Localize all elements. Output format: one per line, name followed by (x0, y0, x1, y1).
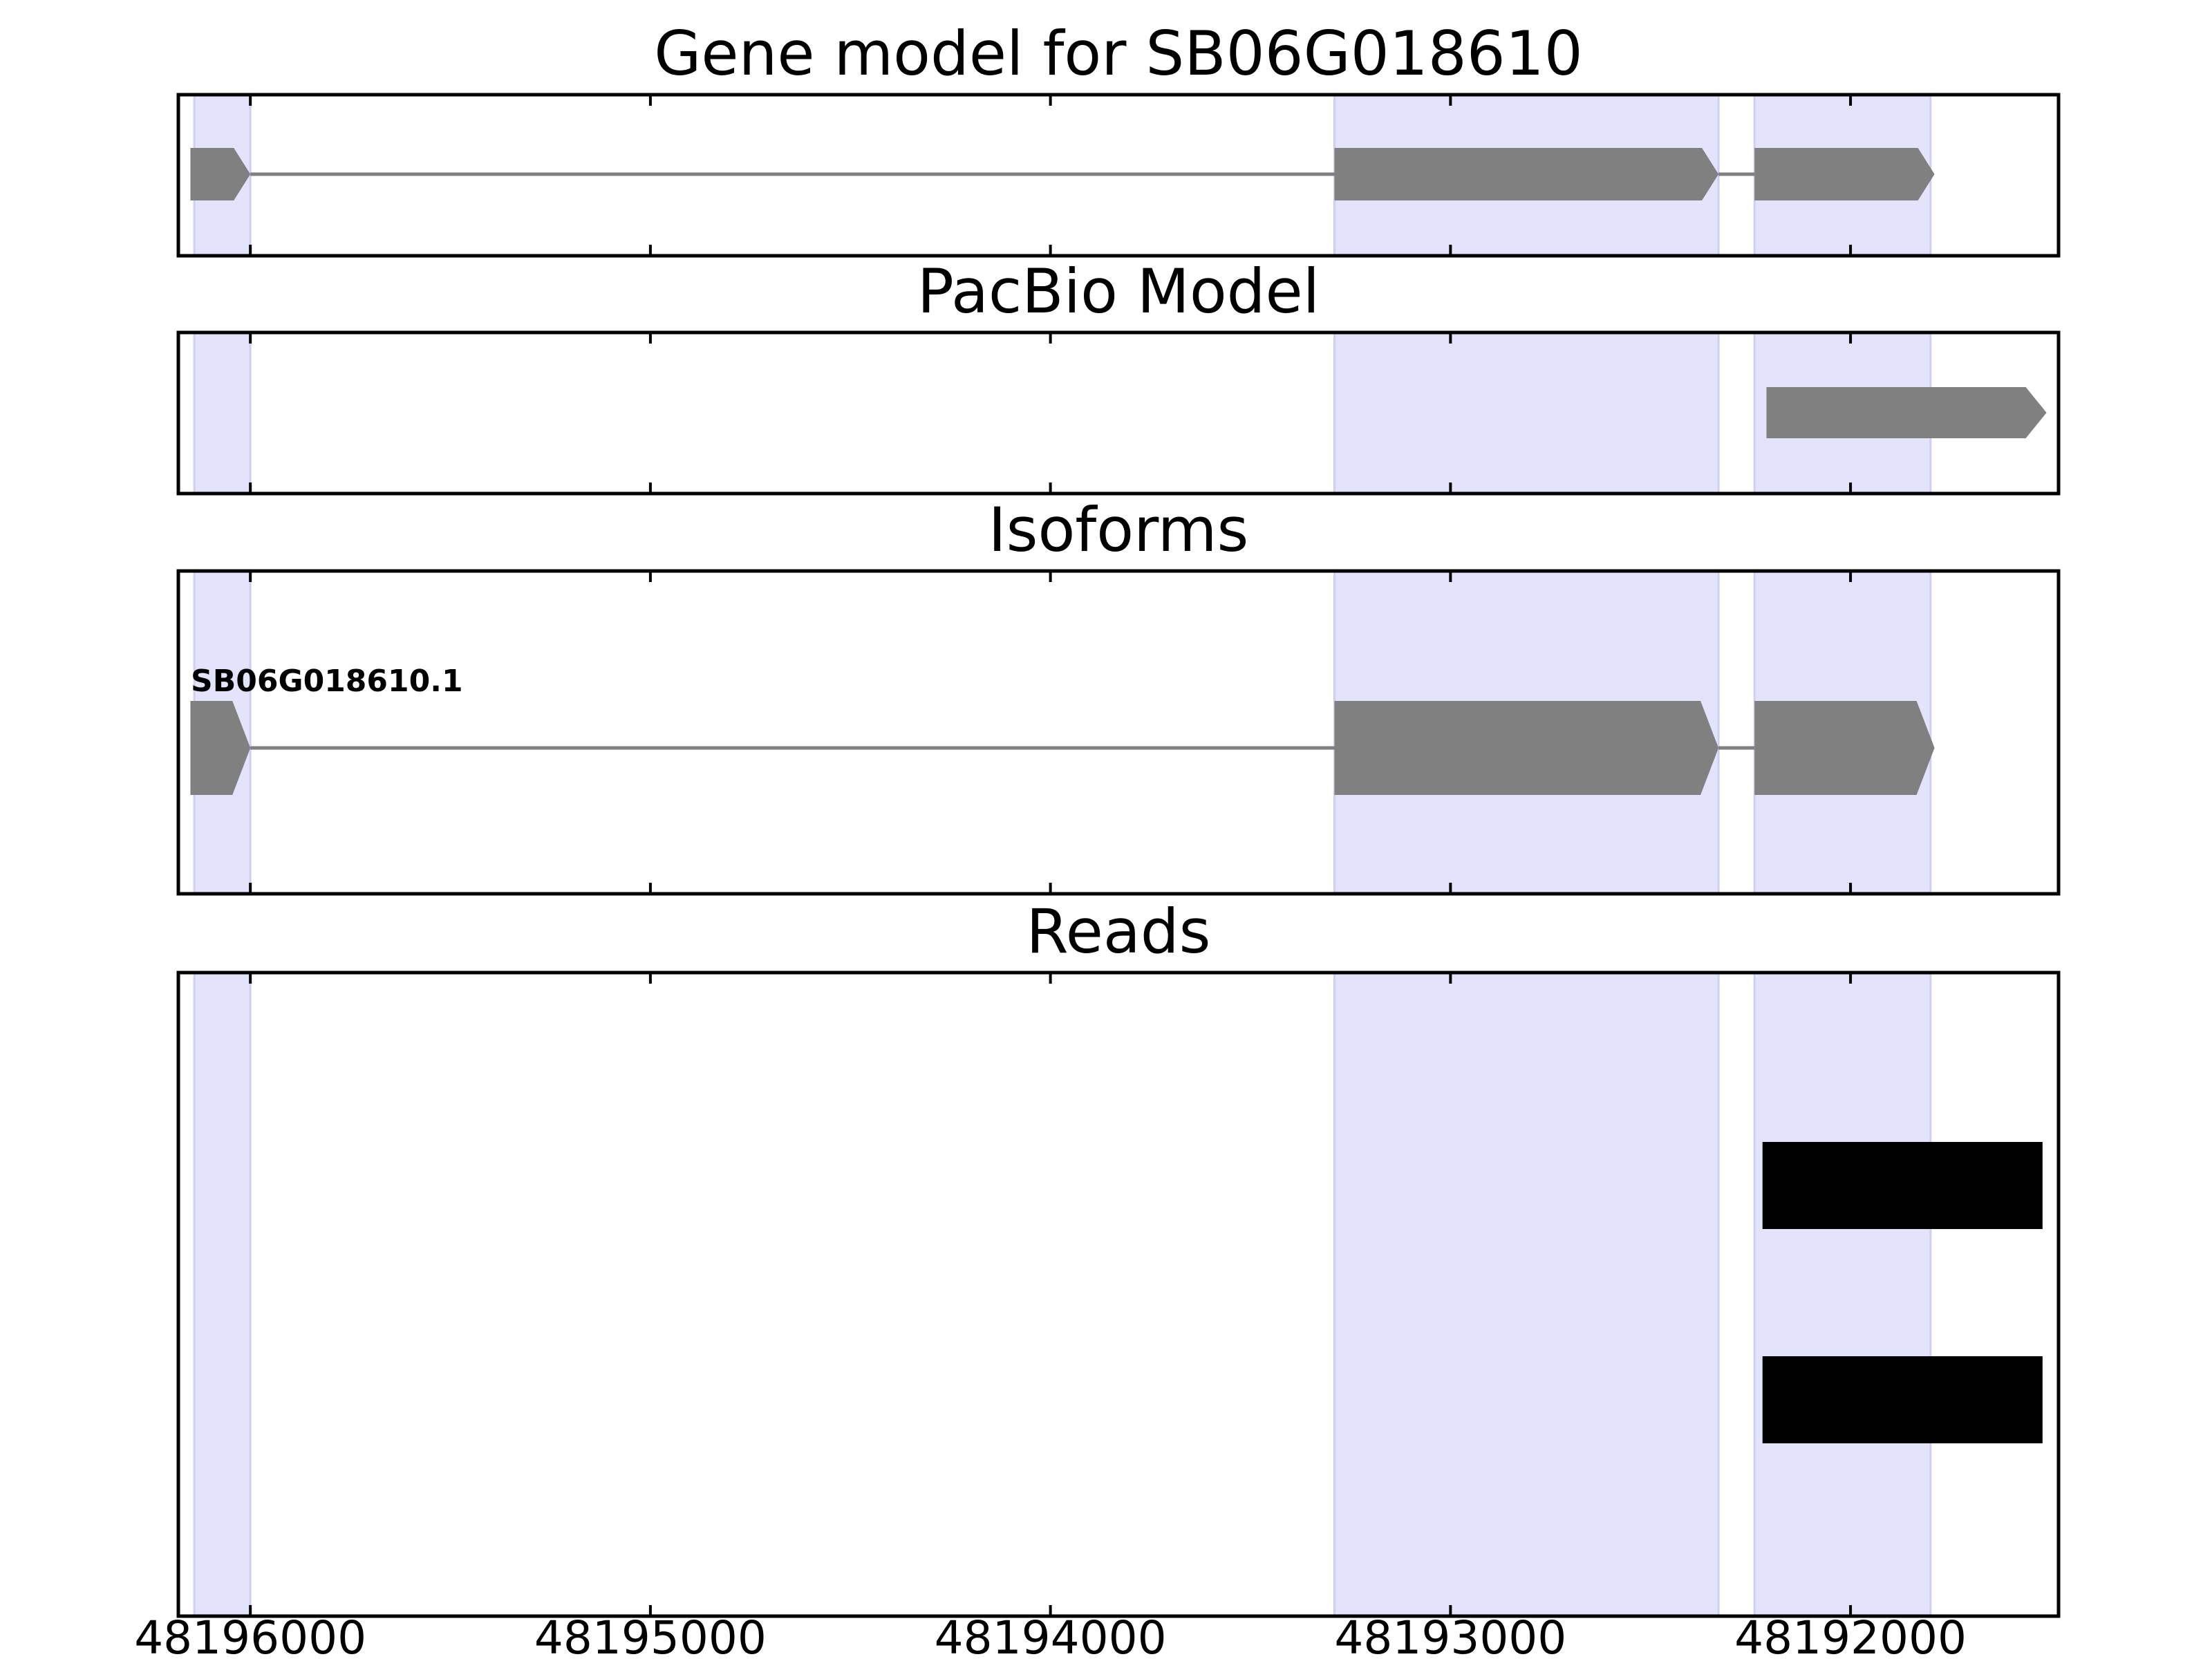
x-axis-tick-labels: 48196000 48195000 48194000 48193000 4819… (134, 1611, 1967, 1659)
exon-block (190, 148, 251, 200)
gene-model-features (190, 148, 1935, 200)
panel-title: Isoforms (988, 494, 1249, 565)
isoform-label: SB06G018610.1 (191, 664, 463, 699)
panel-frame (176, 93, 2061, 258)
x-tick-label: 48195000 (534, 1611, 767, 1659)
exon-block (1754, 148, 1935, 200)
exon-highlight-bands (193, 331, 1932, 495)
x-tick-label: 48194000 (935, 1611, 1167, 1659)
read-features (1762, 1142, 2043, 1443)
tick-marks (249, 332, 1853, 494)
x-tick-label: 48196000 (134, 1611, 366, 1659)
exon-highlight-band (1333, 331, 1720, 495)
exon-block (1766, 387, 2047, 438)
tick-marks (249, 973, 1853, 1616)
tick-marks (249, 95, 1853, 256)
isoform-features (190, 701, 1935, 795)
panel-reads: Reads (176, 896, 2061, 1618)
pacbio-model-features (1766, 387, 2047, 438)
exon-highlight-band (193, 971, 252, 1618)
exon-block (1334, 701, 1719, 795)
exon-block (190, 701, 251, 795)
read-block (1762, 1356, 2043, 1443)
exon-block (1754, 701, 1935, 795)
read-block (1762, 1142, 2043, 1229)
exon-highlight-band (1753, 971, 1932, 1618)
panel-frame (176, 971, 2061, 1618)
panel-gene-model: Gene model for SB06G018610 (176, 18, 2061, 258)
panel-isoforms: Isoforms SB06G018610.1 (176, 494, 2061, 896)
panel-frame (176, 330, 2061, 496)
panel-title: Gene model for SB06G018610 (654, 18, 1583, 89)
exon-highlight-band (193, 331, 252, 495)
panel-frame (176, 569, 2061, 896)
panel-title: Reads (1027, 896, 1211, 967)
exon-highlight-bands (193, 971, 1932, 1618)
panel-title: PacBio Model (917, 256, 1320, 327)
exon-highlight-band (1333, 971, 1720, 1618)
x-tick-label: 48192000 (1734, 1611, 1967, 1659)
exon-block (1334, 148, 1719, 200)
tick-marks (249, 571, 1853, 894)
x-tick-label: 48193000 (1334, 1611, 1566, 1659)
panel-pacbio-model: PacBio Model (176, 256, 2061, 496)
